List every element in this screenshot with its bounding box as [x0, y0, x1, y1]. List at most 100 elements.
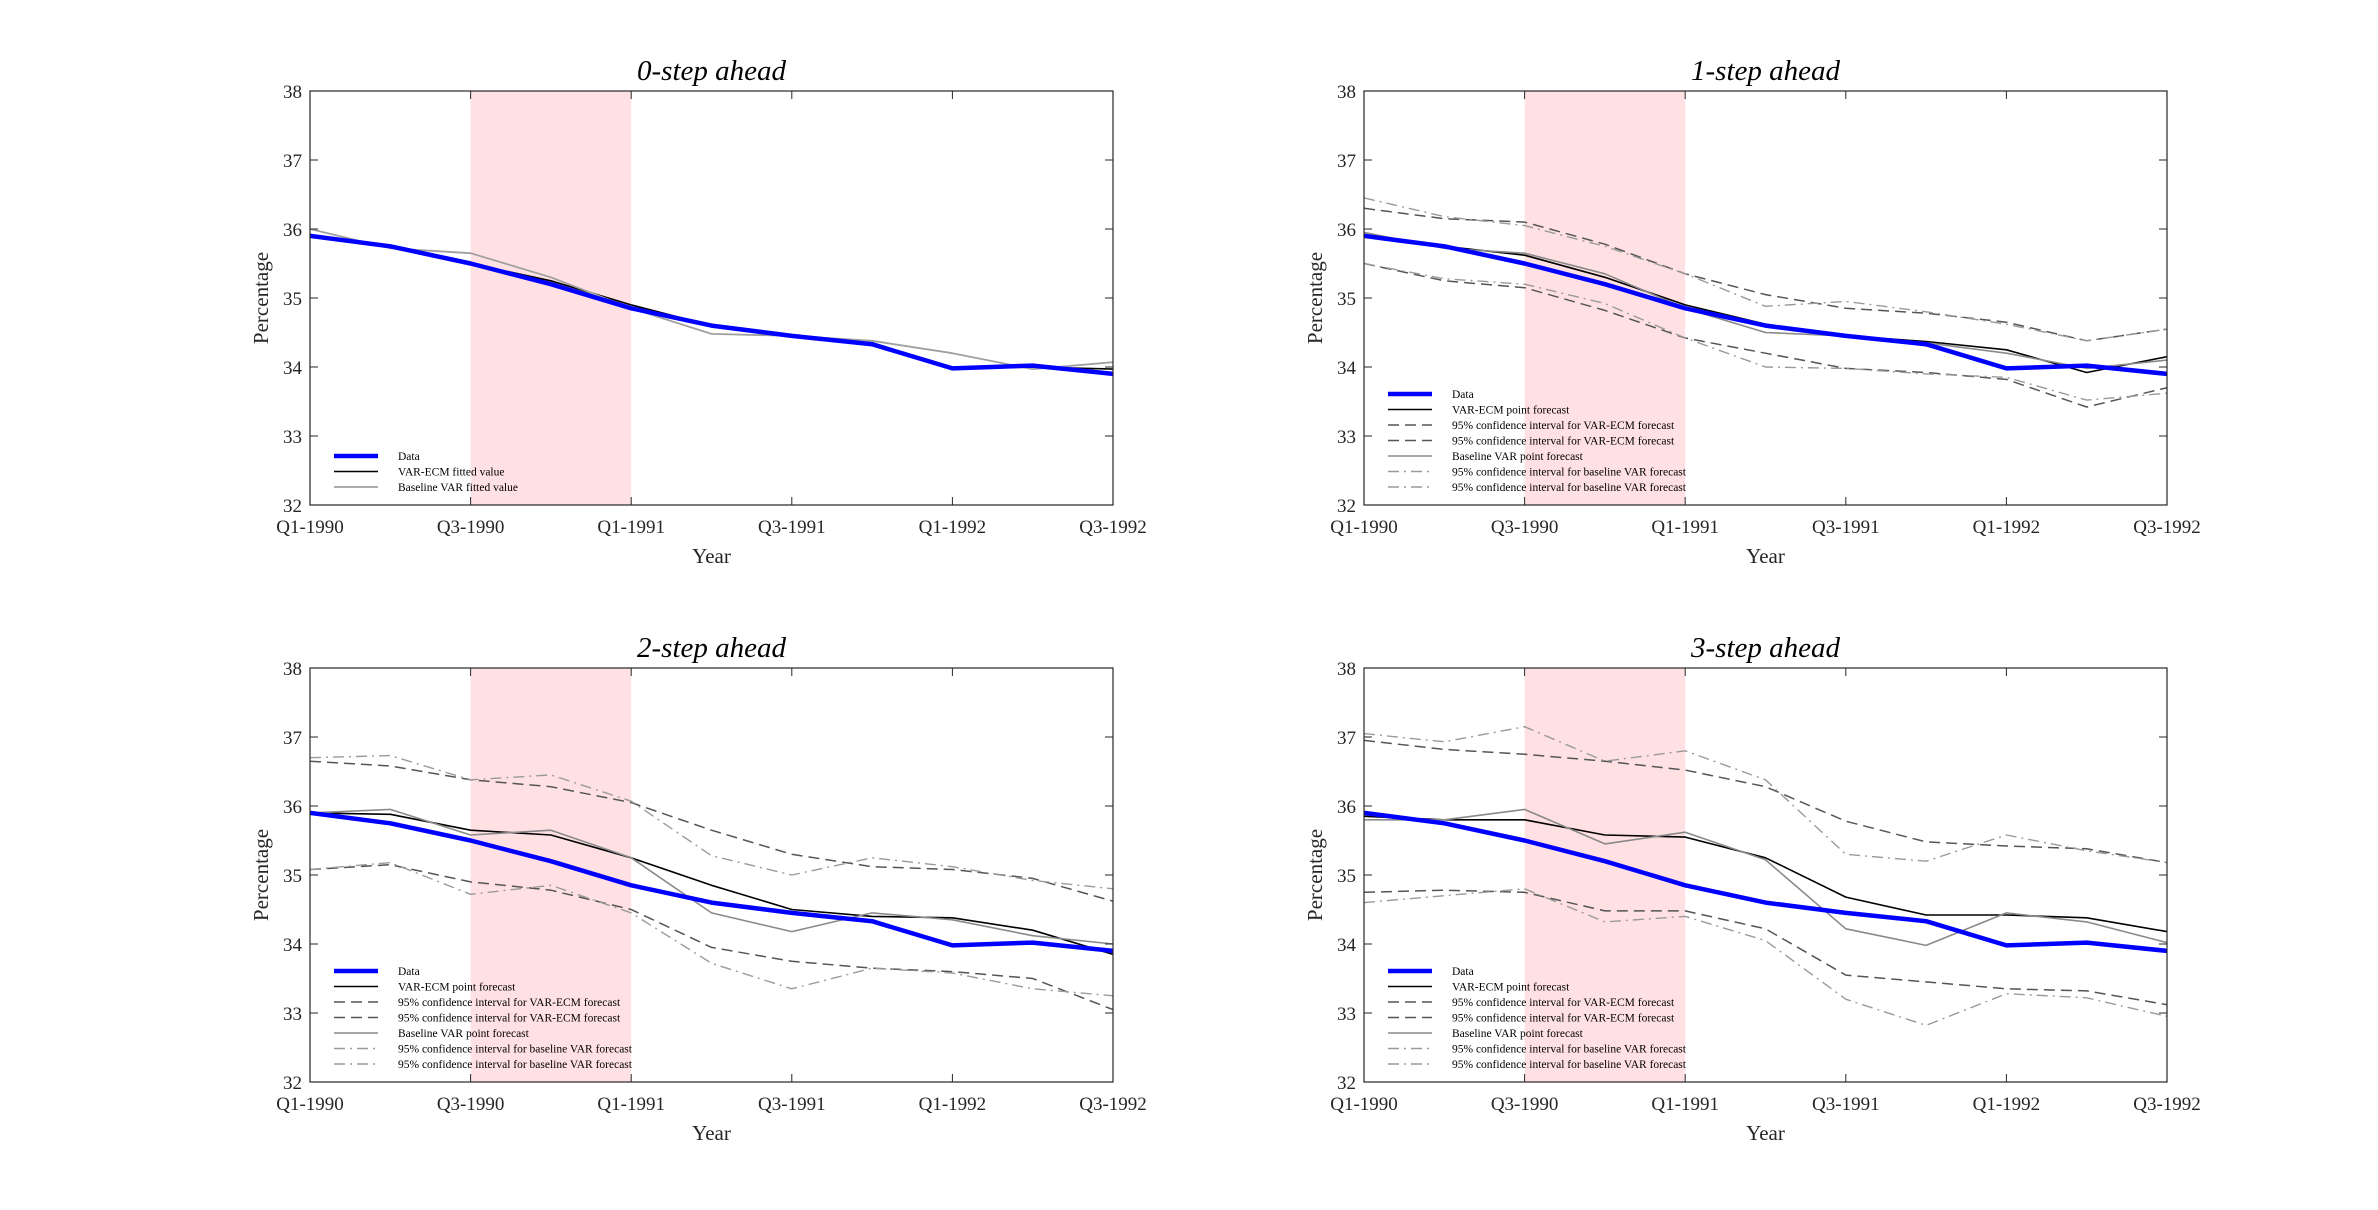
y-tick-label: 38 — [283, 659, 302, 680]
chart-title: 3-step ahead — [1690, 632, 1840, 664]
series-line-4 — [1364, 231, 2167, 370]
y-tick-label: 34 — [283, 358, 303, 379]
series-line-0 — [1364, 810, 2167, 954]
legend-label: VAR-ECM point forecast — [398, 982, 516, 994]
plot-lines — [310, 228, 1113, 377]
x-tick-label: Q3-1990 — [1491, 1094, 1559, 1115]
x-tick-label: Q1-1991 — [597, 1094, 665, 1115]
legend-item-2: 95% confidence interval for VAR-ECM fore… — [1388, 997, 1675, 1009]
y-tick-label: 33 — [1337, 1004, 1356, 1025]
plot-lines — [1364, 726, 2167, 1027]
x-tick-label: Q3-1992 — [2133, 1094, 2201, 1115]
legend-label: 95% confidence interval for VAR-ECM fore… — [398, 1013, 621, 1025]
y-tick-label: 35 — [283, 289, 302, 310]
legend-item-0: Data — [1388, 389, 1474, 401]
x-axis-label: Year — [1746, 544, 1785, 568]
legend-item-1: VAR-ECM point forecast — [1388, 982, 1570, 994]
x-tick-label: Q3-1990 — [437, 1094, 505, 1115]
legend: Data VAR-ECM point forecast 95% confidence… — [334, 966, 633, 1071]
y-tick-label: 35 — [283, 866, 302, 887]
legend-label: Baseline VAR point forecast — [1452, 451, 1584, 463]
legend-item-6: 95% confidence interval for baseline VAR… — [1388, 1059, 1687, 1071]
y-tick-label: 37 — [1337, 151, 1356, 172]
legend-item-4: Baseline VAR point forecast — [1388, 1028, 1584, 1040]
series-line-4 — [310, 808, 1113, 945]
legend-label: 95% confidence interval for VAR-ECM fore… — [1452, 420, 1675, 432]
y-axis-label: Percentage — [1303, 252, 1327, 344]
series-line-3 — [1364, 262, 2167, 408]
chart-panel-1: 32 33 34 35 36 37 38 Q1-1990 Q3-1990 Q1-1991 Q3-19… — [1303, 55, 2201, 568]
y-tick-label: 36 — [1337, 220, 1356, 241]
y-tick-label: 37 — [1337, 728, 1356, 749]
legend-item-5: 95% confidence interval for baseline VAR… — [1388, 1044, 1687, 1056]
x-tick-label: Q3-1990 — [437, 517, 505, 538]
legend-label: 95% confidence interval for VAR-ECM fore… — [1452, 1013, 1675, 1025]
legend-label: 95% confidence interval for VAR-ECM fore… — [1452, 436, 1675, 448]
x-tick-label: Q1-1992 — [919, 1094, 987, 1115]
legend-label: Baseline VAR point forecast — [398, 1028, 530, 1040]
series-line-6 — [310, 861, 1113, 997]
y-tick-label: 32 — [283, 496, 302, 517]
chart-title: 0-step ahead — [637, 55, 786, 87]
series-line-0 — [1364, 233, 2167, 377]
x-tick-label: Q3-1991 — [758, 517, 826, 538]
legend-label: 95% confidence interval for baseline VAR… — [1452, 1044, 1687, 1056]
x-tick-label: Q1-1992 — [1973, 1094, 2041, 1115]
y-tick-label: 37 — [283, 151, 302, 172]
legend-item-2: 95% confidence interval for VAR-ECM fore… — [334, 997, 621, 1009]
legend-item-1: VAR-ECM point forecast — [334, 982, 516, 994]
plot-lines — [1364, 197, 2167, 408]
legend-item-0: Data — [334, 451, 420, 463]
x-tick-label: Q3-1990 — [1491, 517, 1559, 538]
y-tick-label: 33 — [283, 1004, 302, 1025]
legend-label: VAR-ECM fitted value — [398, 467, 504, 479]
y-tick-label: 35 — [1337, 866, 1356, 887]
legend-label: 95% confidence interval for baseline VAR… — [1452, 467, 1687, 479]
x-tick-label: Q3-1991 — [758, 1094, 826, 1115]
x-tick-label: Q1-1991 — [1651, 1094, 1719, 1115]
y-tick-label: 38 — [1337, 659, 1356, 680]
legend-item-5: 95% confidence interval for baseline VAR… — [334, 1044, 633, 1056]
legend-item-3: 95% confidence interval for VAR-ECM fore… — [1388, 436, 1675, 448]
series-line-5 — [1364, 726, 2167, 864]
series-line-5 — [310, 754, 1113, 890]
legend-label: Baseline VAR fitted value — [398, 482, 518, 494]
x-tick-label: Q3-1991 — [1812, 1094, 1880, 1115]
x-axis-label: Year — [1746, 1121, 1785, 1145]
y-tick-label: 38 — [283, 82, 302, 103]
legend-label: 95% confidence interval for baseline VAR… — [398, 1059, 633, 1071]
series-line-0 — [310, 233, 1113, 377]
legend-label: Data — [1452, 966, 1474, 978]
legend: Data VAR-ECM point forecast 95% confidence… — [1388, 389, 1687, 494]
x-tick-label: Q1-1990 — [276, 517, 344, 538]
legend-item-4: Baseline VAR point forecast — [334, 1028, 530, 1040]
x-tick-label: Q1-1991 — [1651, 517, 1719, 538]
y-tick-label: 33 — [1337, 427, 1356, 448]
legend-item-0: Data — [334, 966, 420, 978]
y-tick-label: 38 — [1337, 82, 1356, 103]
y-tick-label: 36 — [1337, 797, 1356, 818]
legend-label: 95% confidence interval for VAR-ECM fore… — [1452, 997, 1675, 1009]
legend-item-1: VAR-ECM point forecast — [1388, 405, 1570, 417]
y-axis-label: Percentage — [249, 829, 273, 921]
legend-item-6: 95% confidence interval for baseline VAR… — [334, 1059, 633, 1071]
x-tick-label: Q1-1990 — [1330, 1094, 1398, 1115]
legend-item-2: Baseline VAR fitted value — [334, 482, 518, 494]
x-axis-label: Year — [692, 544, 731, 568]
legend-item-2: 95% confidence interval for VAR-ECM fore… — [1388, 420, 1675, 432]
series-line-2 — [310, 228, 1113, 371]
series-line-0 — [310, 810, 1113, 954]
x-tick-label: Q1-1991 — [597, 517, 665, 538]
legend-label: Data — [1452, 389, 1474, 401]
legend-label: 95% confidence interval for baseline VAR… — [1452, 1059, 1687, 1071]
y-tick-label: 32 — [1337, 1073, 1356, 1094]
series-line-2 — [1364, 207, 2167, 342]
legend-item-0: Data — [1388, 966, 1474, 978]
legend-item-6: 95% confidence interval for baseline VAR… — [1388, 482, 1687, 494]
y-axis-label: Percentage — [249, 252, 273, 344]
legend-item-5: 95% confidence interval for baseline VAR… — [1388, 467, 1687, 479]
x-tick-label: Q3-1991 — [1812, 517, 1880, 538]
legend: Data VAR-ECM point forecast 95% confidence… — [1388, 966, 1687, 1071]
x-tick-label: Q1-1990 — [1330, 517, 1398, 538]
y-tick-label: 34 — [1337, 935, 1357, 956]
